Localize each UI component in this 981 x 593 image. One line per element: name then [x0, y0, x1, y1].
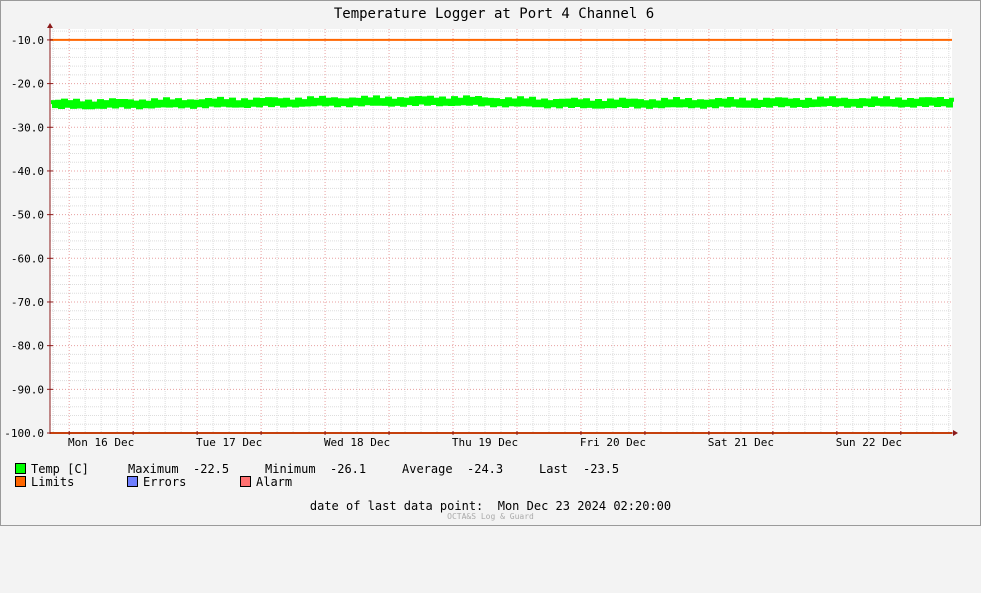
x-tick-label: Fri 20 Dec	[580, 436, 646, 449]
minimum-label: Minimum	[265, 462, 316, 476]
y-tick-label: -100.0	[4, 427, 44, 440]
last-data-point-label: date of last data point:	[309, 499, 484, 513]
y-tick-label: -90.0	[11, 383, 44, 396]
y-tick-label: -30.0	[11, 121, 44, 134]
last-data-point-value: Mon Dec 23 2024 02:20:00	[497, 499, 672, 513]
y-tick-label: -40.0	[11, 165, 44, 178]
last-data-point: date of last data point: Mon Dec 23 2024…	[0, 499, 981, 513]
legend-row-status: Limits Errors Alarm	[15, 476, 292, 489]
y-axis-arrow	[47, 23, 53, 28]
legend-temp: Temp [C]	[15, 463, 89, 476]
limits-swatch	[15, 476, 26, 487]
legend-row-temp: Temp [C] Maximum -22.5 Minimum -26.1 Ave…	[15, 463, 619, 476]
legend-temp-label: Temp [C]	[31, 462, 89, 476]
y-tick-label: -70.0	[11, 296, 44, 309]
temperature-chart: Temperature Logger at Port 4 Channel 6 -…	[4, 6, 958, 449]
x-tick-label: Mon 16 Dec	[68, 436, 134, 449]
chart-title: Temperature Logger at Port 4 Channel 6	[334, 6, 654, 22]
y-tick-label: -80.0	[11, 340, 44, 353]
alarm-swatch	[240, 476, 251, 487]
chart-axes	[47, 23, 958, 436]
average-value: -24.3	[467, 462, 504, 476]
y-tick-label: -60.0	[11, 252, 44, 265]
x-tick-label: Thu 19 Dec	[452, 436, 518, 449]
watermark: OCTA&S Log & Guard	[447, 512, 534, 521]
maximum-value: -22.5	[193, 462, 230, 476]
x-axis-ticks: Mon 16 Dec Tue 17 Dec Wed 18 Dec Thu 19 Dec…	[68, 431, 902, 449]
y-axis-ticks: -10.0 -20.0 -30.0 -40.0 -50.0 -60.0 -70.0 -80.0…	[4, 34, 53, 440]
x-tick-label: Sat 21 Dec	[708, 436, 774, 449]
x-axis-arrow	[953, 430, 958, 436]
legend-alarm: Alarm	[240, 476, 292, 489]
errors-swatch	[127, 476, 138, 487]
legend-errors: Errors	[127, 476, 186, 489]
series-temp-line	[51, 95, 954, 110]
legend-limits-label: Limits	[31, 475, 75, 489]
maximum-label: Maximum	[128, 462, 179, 476]
average-label: Average	[402, 462, 453, 476]
legend-limits: Limits	[15, 476, 74, 489]
x-tick-label: Wed 18 Dec	[324, 436, 390, 449]
y-tick-label: -50.0	[11, 209, 44, 222]
x-tick-label: Tue 17 Dec	[196, 436, 262, 449]
last-value: -23.5	[583, 462, 620, 476]
x-tick-label: Sun 22 Dec	[836, 436, 902, 449]
chart-grid	[50, 29, 952, 434]
legend-errors-label: Errors	[143, 475, 187, 489]
minimum-value: -26.1	[330, 462, 367, 476]
temp-swatch	[15, 463, 26, 474]
y-tick-label: -10.0	[11, 34, 44, 47]
legend-alarm-label: Alarm	[256, 475, 293, 489]
last-label: Last	[539, 462, 568, 476]
y-tick-label: -20.0	[11, 78, 44, 91]
